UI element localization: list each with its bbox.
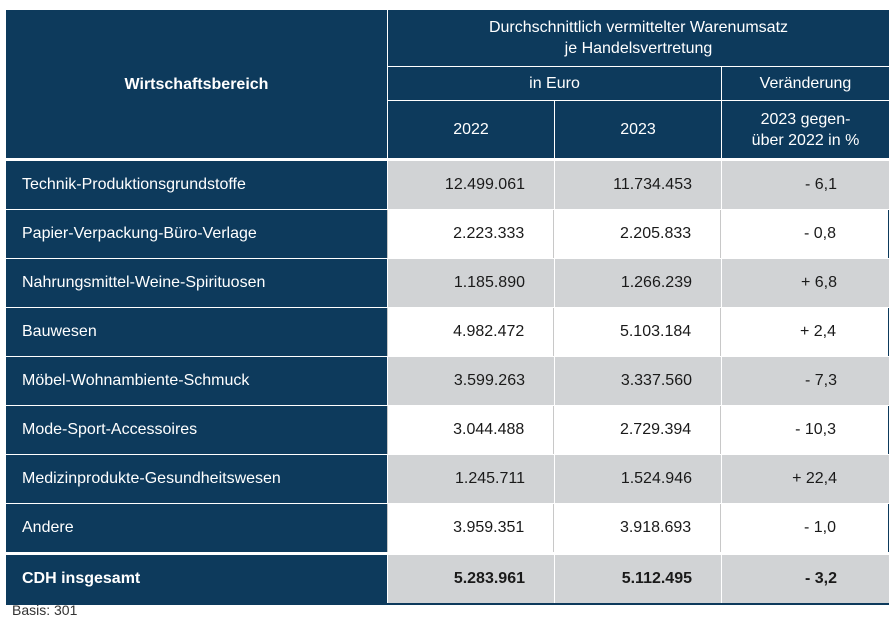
- sector-cell: Möbel-Wohnambiente-Schmuck: [6, 357, 387, 405]
- header-in-euro: in Euro: [388, 67, 721, 100]
- header-group-title-line2: je Handelsvertretung: [564, 40, 713, 57]
- sector-cell: Papier-Verpackung-Büro-Verlage: [6, 210, 387, 258]
- change-cell: + 22,4: [721, 455, 889, 503]
- table-row: Mode-Sport-Accessoires 3.044.488 2.729.3…: [6, 406, 889, 454]
- sector-cell: Bauwesen: [6, 308, 387, 356]
- footnote: Basis: 301: [12, 602, 78, 618]
- header-change-label: Veränderung: [759, 75, 852, 92]
- total-sector-cell: CDH insgesamt: [6, 555, 387, 603]
- table-row: Technik-Produktionsgrundstoffe 12.499.06…: [6, 161, 889, 209]
- sector-cell: Andere: [6, 504, 387, 552]
- change-cell: + 2,4: [720, 308, 888, 356]
- table-row: Nahrungsmittel-Weine-Spirituosen 1.185.8…: [6, 259, 889, 307]
- value-2022-cell: 12.499.061: [387, 161, 554, 209]
- change-cell: - 10,3: [720, 406, 888, 454]
- header-year-2023-label: 2023: [620, 121, 656, 138]
- header-divider: [6, 158, 889, 160]
- change-cell: - 0,8: [720, 210, 888, 258]
- value-2022-cell: 3.959.351: [386, 504, 554, 552]
- header-year-2022-label: 2022: [453, 121, 489, 138]
- value-2023-cell: 11.734.453: [554, 161, 721, 209]
- table-row: Papier-Verpackung-Büro-Verlage 2.223.333…: [6, 210, 889, 258]
- value-2022-cell: 3.044.488: [386, 406, 554, 454]
- value-2022-cell: 3.599.263: [387, 357, 554, 405]
- total-change-cell: - 3,2: [721, 555, 889, 603]
- total-2022-cell: 5.283.961: [387, 555, 554, 603]
- table-row: Möbel-Wohnambiente-Schmuck 3.599.263 3.3…: [6, 357, 889, 405]
- value-2023-cell: 1.266.239: [554, 259, 721, 307]
- header-group-title: Durchschnittlich vermittelter Warenumsat…: [388, 10, 889, 66]
- change-cell: - 1,0: [720, 504, 888, 552]
- change-cell: - 6,1: [721, 161, 889, 209]
- sector-cell: Nahrungsmittel-Weine-Spirituosen: [6, 259, 387, 307]
- header-change: Veränderung: [722, 67, 889, 100]
- value-2023-cell: 1.524.946: [554, 455, 721, 503]
- value-2023-cell: 5.103.184: [553, 308, 721, 356]
- header-sector: Wirtschaftsbereich: [6, 10, 387, 158]
- header-year-2022: 2022: [388, 101, 554, 158]
- sector-cell: Medizinprodukte-Gesundheitswesen: [6, 455, 387, 503]
- header-year-2023: 2023: [555, 101, 721, 158]
- sector-cell: Mode-Sport-Accessoires: [6, 406, 387, 454]
- value-2022-cell: 4.982.472: [386, 308, 554, 356]
- header-change-desc-line2: über 2022 in %: [751, 131, 860, 149]
- total-row: CDH insgesamt 5.283.961 5.112.495 - 3,2: [6, 555, 889, 605]
- total-2023-cell: 5.112.495: [554, 555, 721, 603]
- table-row: Bauwesen 4.982.472 5.103.184 + 2,4: [6, 308, 889, 356]
- value-2022-cell: 1.245.711: [387, 455, 554, 503]
- value-2022-cell: 2.223.333: [386, 210, 554, 258]
- header-change-desc: 2023 gegen- über 2022 in %: [722, 101, 889, 158]
- sales-table: Wirtschaftsbereich Durchschnittlich verm…: [6, 10, 889, 605]
- sector-cell: Technik-Produktionsgrundstoffe: [6, 161, 387, 209]
- change-cell: - 7,3: [721, 357, 889, 405]
- value-2023-cell: 3.918.693: [553, 504, 721, 552]
- header-sector-label: Wirtschaftsbereich: [124, 75, 269, 93]
- table-row: Medizinprodukte-Gesundheitswesen 1.245.7…: [6, 455, 889, 503]
- header-group-title-line1: Durchschnittlich vermittelter Warenumsat…: [488, 19, 789, 36]
- value-2023-cell: 3.337.560: [554, 357, 721, 405]
- table-row: Andere 3.959.351 3.918.693 - 1,0: [6, 504, 889, 552]
- value-2022-cell: 1.185.890: [387, 259, 554, 307]
- table-header: Wirtschaftsbereich Durchschnittlich verm…: [6, 10, 889, 158]
- header-change-desc-line1: 2023 gegen-: [760, 110, 851, 128]
- value-2023-cell: 2.729.394: [553, 406, 721, 454]
- header-in-euro-label: in Euro: [529, 75, 580, 92]
- value-2023-cell: 2.205.833: [553, 210, 721, 258]
- change-cell: + 6,8: [721, 259, 889, 307]
